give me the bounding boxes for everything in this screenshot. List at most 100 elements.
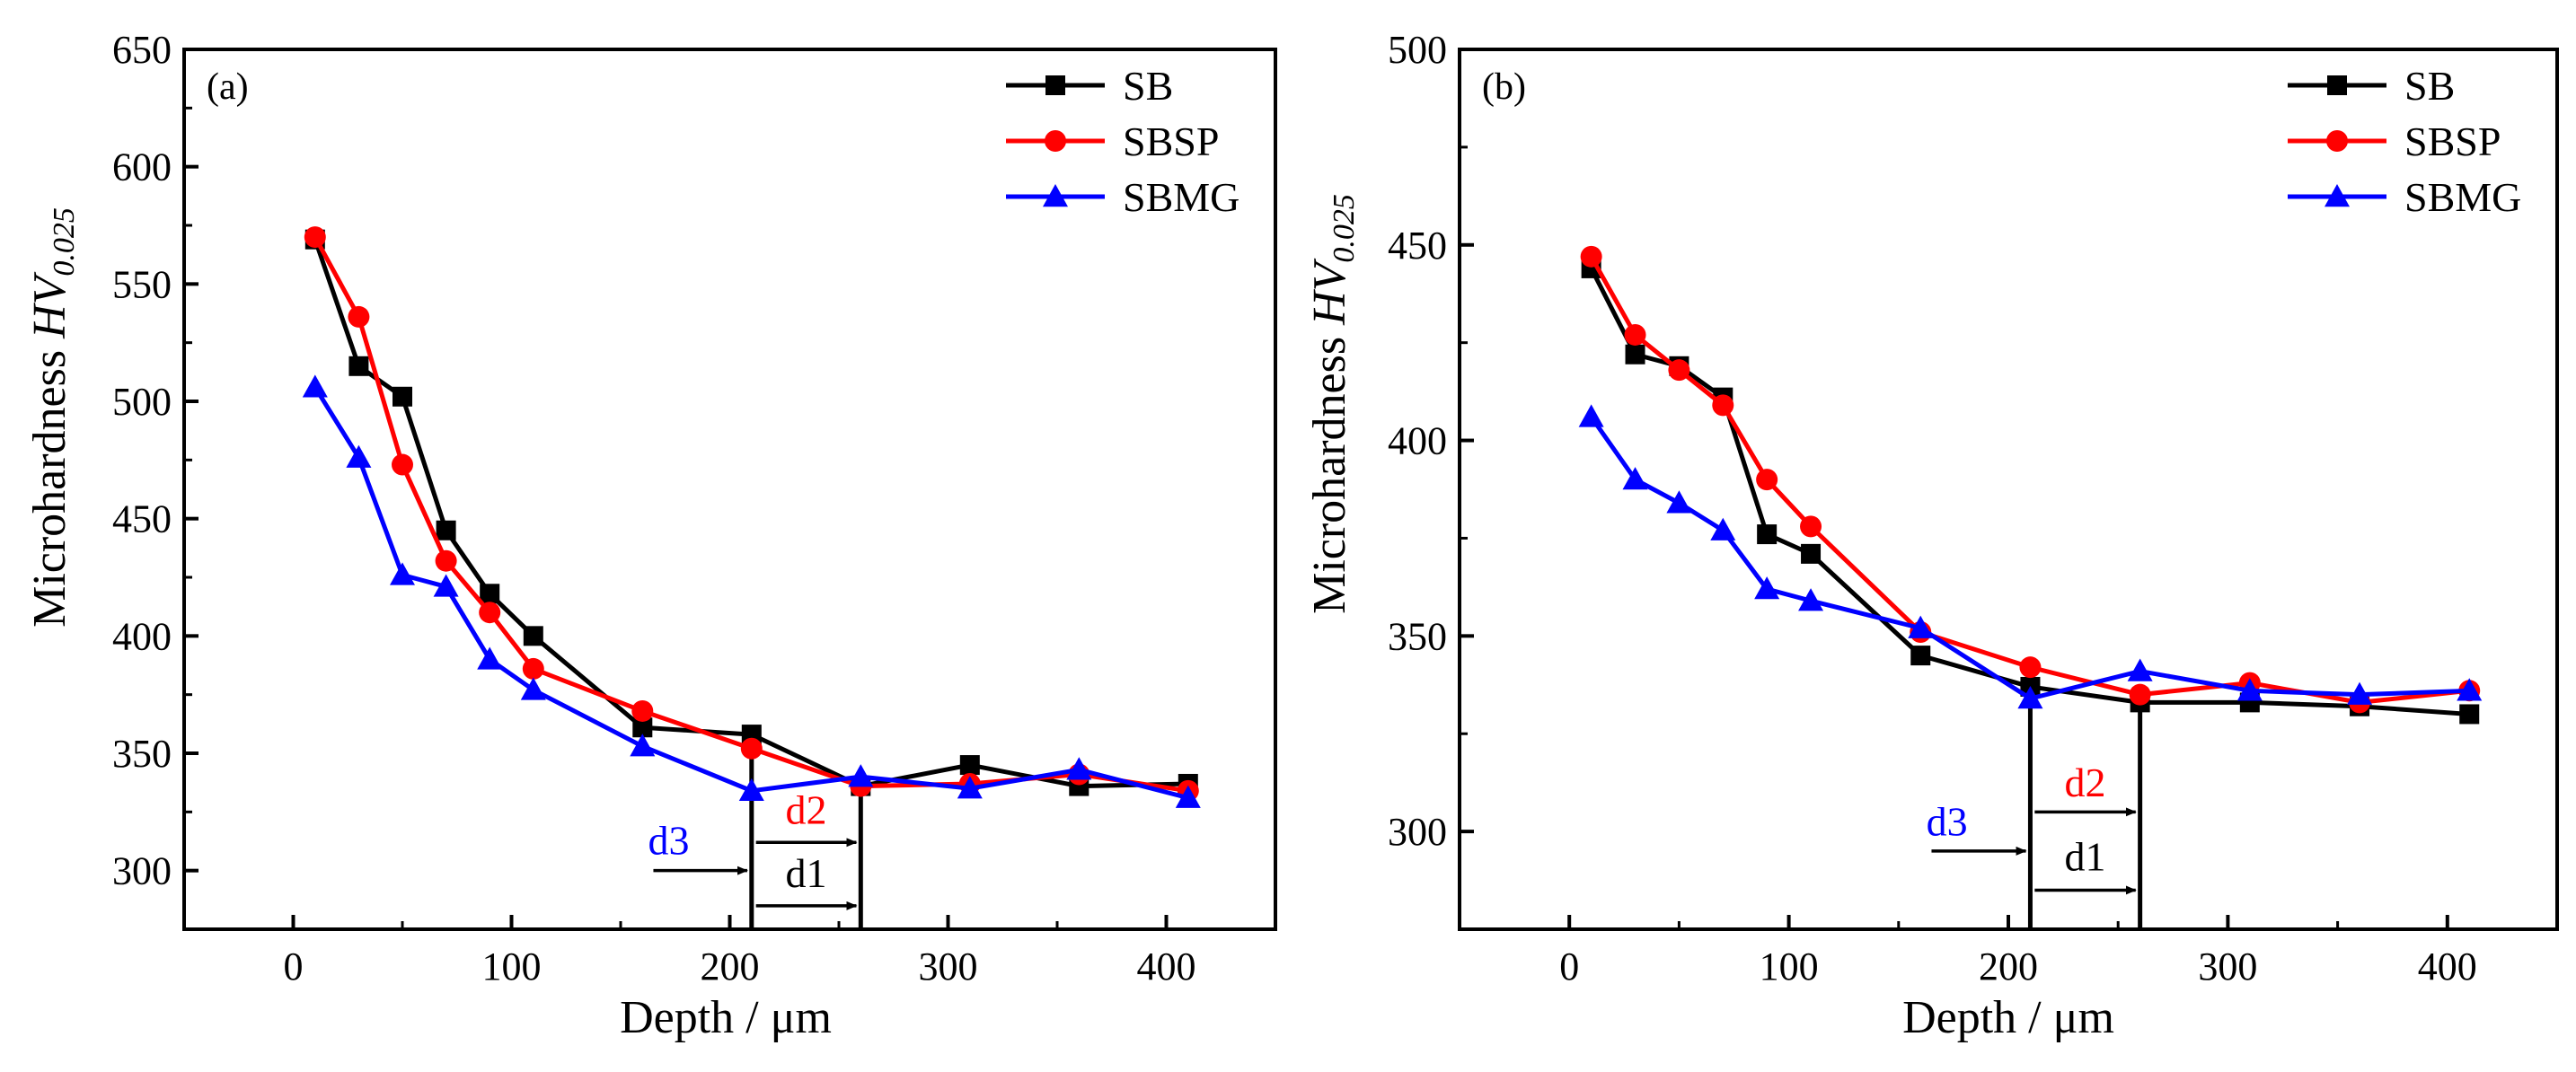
y-tick-label: 400 <box>1388 419 1447 463</box>
data-point <box>2236 678 2263 701</box>
y-tick-label: 550 <box>112 262 172 306</box>
legend-label: SBMG <box>1123 174 1239 220</box>
d1-label: d1 <box>2065 834 2106 880</box>
data-point <box>632 717 653 738</box>
data-point <box>479 602 501 624</box>
data-point <box>1910 646 1931 666</box>
x-tick-label: 100 <box>1760 945 1819 989</box>
data-point <box>477 646 503 670</box>
data-point <box>1580 245 1602 268</box>
data-point <box>848 764 874 787</box>
data-point <box>630 734 656 757</box>
data-point <box>393 386 412 407</box>
series-sb <box>304 229 1198 796</box>
series-line <box>1589 255 2470 705</box>
data-point <box>738 778 764 802</box>
data-point <box>740 737 763 760</box>
series-sbmg <box>302 374 1201 808</box>
d1-label: d1 <box>786 850 827 896</box>
data-point <box>1175 785 1201 808</box>
legend-label: SBSP <box>2404 119 2501 164</box>
y-tick-label: 500 <box>1388 28 1447 72</box>
y-axis-label-subscript: 0.025 <box>1328 194 1361 263</box>
x-tick-label: 200 <box>701 945 760 989</box>
y-tick-label: 450 <box>112 497 172 541</box>
y-tick-label: 450 <box>1388 224 1447 268</box>
data-point <box>1798 588 1824 611</box>
data-point <box>435 549 457 572</box>
x-axis-label: Depth / μm <box>1902 992 2114 1043</box>
data-point <box>957 776 983 799</box>
series-sbmg <box>1578 404 2483 709</box>
legend: SB SBSP SBMG <box>1006 63 1239 220</box>
data-point <box>1800 515 1822 538</box>
legend-marker <box>2325 184 2350 207</box>
data-point <box>522 657 544 680</box>
d3-label: d3 <box>648 817 689 863</box>
data-point <box>348 305 370 328</box>
data-point <box>520 677 546 700</box>
data-point <box>1757 524 1778 545</box>
data-point <box>436 520 456 540</box>
plot-frame <box>182 48 1277 931</box>
y-axis-label-italic: HV <box>1304 258 1355 326</box>
d2-label: d2 <box>786 786 827 832</box>
data-point <box>523 626 543 646</box>
data-point <box>1668 359 1690 382</box>
data-point <box>346 444 372 468</box>
y-axis-label-italic: HV <box>24 271 75 339</box>
panel-label: (b) <box>1482 66 1526 108</box>
x-tick-label: 200 <box>1979 945 2038 989</box>
y-tick-label: 350 <box>1388 614 1447 658</box>
data-point <box>1624 323 1646 346</box>
data-point <box>433 574 459 597</box>
data-point <box>1801 543 1822 564</box>
series-sb <box>1581 258 2480 725</box>
series-sbsp <box>1580 245 2481 714</box>
y-tick-label: 600 <box>112 145 172 189</box>
series-line <box>313 235 1189 794</box>
series-line <box>313 238 1188 789</box>
data-point <box>2019 656 2042 679</box>
legend-marker <box>2326 130 2348 152</box>
legend-label: SBSP <box>1123 119 1219 164</box>
y-tick-label: 300 <box>112 849 172 893</box>
data-point <box>2017 686 2043 709</box>
x-tick-label: 300 <box>919 945 978 989</box>
legend-marker <box>1045 130 1066 152</box>
panel-label: (a) <box>207 66 249 108</box>
data-point <box>1625 344 1645 365</box>
x-tick-label: 0 <box>284 945 304 989</box>
data-point <box>392 453 413 476</box>
data-point <box>959 755 980 776</box>
data-point <box>1622 467 1648 490</box>
d3-label: d3 <box>1927 798 1968 844</box>
data-point <box>348 356 369 376</box>
series-line <box>313 386 1189 801</box>
legend-marker <box>1045 75 1065 95</box>
x-axis-label: Depth / μm <box>620 992 832 1043</box>
legend-label: SB <box>2404 63 2455 109</box>
data-point <box>2457 678 2483 701</box>
series-line <box>1589 415 2470 701</box>
chart-panel-b: (b) Depth / μm Microhardness HV0.025 0 10… <box>1304 28 2559 1043</box>
legend-label: SBMG <box>2404 174 2521 220</box>
y-axis-label-main: Microhardness <box>1304 325 1355 614</box>
data-point <box>390 562 415 585</box>
series-line <box>1589 267 2470 716</box>
legend-marker <box>1043 184 1068 207</box>
data-point <box>1578 404 1604 427</box>
data-point <box>1066 757 1092 780</box>
y-axis-label: Microhardness HV0.025 <box>1304 194 1361 614</box>
y-axis-label: Microhardness HV0.025 <box>24 207 81 628</box>
x-tick-label: 400 <box>2418 945 2477 989</box>
data-point <box>1754 576 1780 600</box>
legend-label: SB <box>1123 63 1173 109</box>
legend-marker <box>2327 75 2347 95</box>
data-point <box>2459 704 2480 725</box>
chart-panel-a: (a) Depth / μm Microhardness HV0.025 0 10… <box>24 28 1277 1043</box>
y-tick-label: 350 <box>112 732 172 776</box>
x-tick-label: 0 <box>1559 945 1579 989</box>
data-point <box>1710 517 1736 540</box>
